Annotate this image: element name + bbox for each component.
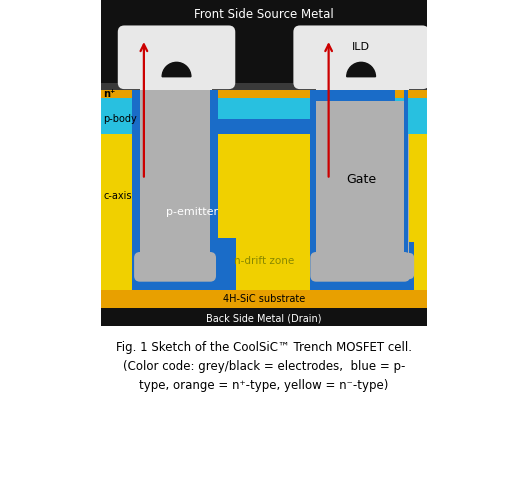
Bar — [316, 101, 404, 268]
Bar — [140, 83, 212, 90]
FancyBboxPatch shape — [134, 252, 216, 282]
Bar — [101, 90, 132, 98]
Text: p-body: p-body — [103, 114, 137, 124]
Bar — [404, 90, 408, 290]
Bar — [101, 85, 427, 290]
Bar — [101, 83, 427, 90]
Bar — [101, 98, 134, 134]
Bar — [132, 90, 243, 290]
Bar — [101, 90, 134, 98]
Bar — [101, 290, 427, 309]
Bar — [140, 268, 210, 290]
Bar — [316, 83, 404, 90]
FancyBboxPatch shape — [118, 25, 235, 89]
Text: Fig. 1 Sketch of the CoolSiC™ Trench MOSFET cell.
(Color code: grey/black = elec: Fig. 1 Sketch of the CoolSiC™ Trench MOS… — [116, 341, 412, 392]
Bar — [218, 90, 310, 98]
Bar — [138, 238, 236, 290]
FancyBboxPatch shape — [312, 253, 414, 279]
FancyBboxPatch shape — [135, 253, 216, 279]
Bar — [101, 90, 132, 290]
FancyBboxPatch shape — [294, 25, 429, 89]
Bar — [316, 268, 404, 290]
Bar — [408, 90, 427, 290]
Bar — [101, 98, 132, 134]
Bar — [316, 83, 409, 90]
Bar — [218, 98, 310, 119]
Text: ILD: ILD — [352, 42, 370, 52]
Bar — [218, 98, 310, 119]
FancyBboxPatch shape — [296, 28, 430, 88]
Bar — [101, 0, 427, 83]
Bar — [101, 309, 427, 326]
Bar — [132, 90, 140, 290]
Bar — [408, 98, 427, 134]
Bar — [218, 90, 310, 290]
Wedge shape — [349, 65, 376, 78]
Bar — [218, 90, 310, 98]
Text: Front Side Source Metal: Front Side Source Metal — [194, 8, 334, 21]
Bar — [140, 90, 210, 268]
Bar — [218, 119, 310, 134]
Text: n-drift zone: n-drift zone — [234, 256, 294, 266]
Bar — [394, 90, 427, 98]
Text: 4H-SiC substrate: 4H-SiC substrate — [223, 294, 305, 304]
Bar — [140, 90, 212, 268]
Bar — [316, 101, 409, 268]
Bar — [210, 90, 218, 290]
Bar — [310, 90, 427, 290]
Bar — [404, 90, 408, 290]
FancyBboxPatch shape — [310, 252, 410, 282]
Wedge shape — [162, 65, 190, 78]
Bar — [310, 241, 414, 290]
Text: p-emitter: p-emitter — [166, 207, 218, 217]
Text: n⁺: n⁺ — [103, 89, 116, 99]
Bar — [310, 90, 316, 290]
Bar — [310, 268, 408, 290]
Wedge shape — [162, 62, 191, 77]
Bar — [394, 98, 427, 134]
Bar — [408, 90, 427, 98]
Text: Gate: Gate — [346, 173, 376, 186]
Text: Back Side Metal (Drain): Back Side Metal (Drain) — [206, 313, 322, 323]
Bar — [132, 90, 140, 290]
Wedge shape — [347, 62, 375, 77]
FancyBboxPatch shape — [119, 28, 232, 88]
Bar — [132, 268, 218, 290]
Text: c-axis: c-axis — [103, 191, 132, 201]
Bar — [310, 90, 316, 290]
Bar — [210, 90, 218, 290]
Bar — [140, 83, 210, 90]
